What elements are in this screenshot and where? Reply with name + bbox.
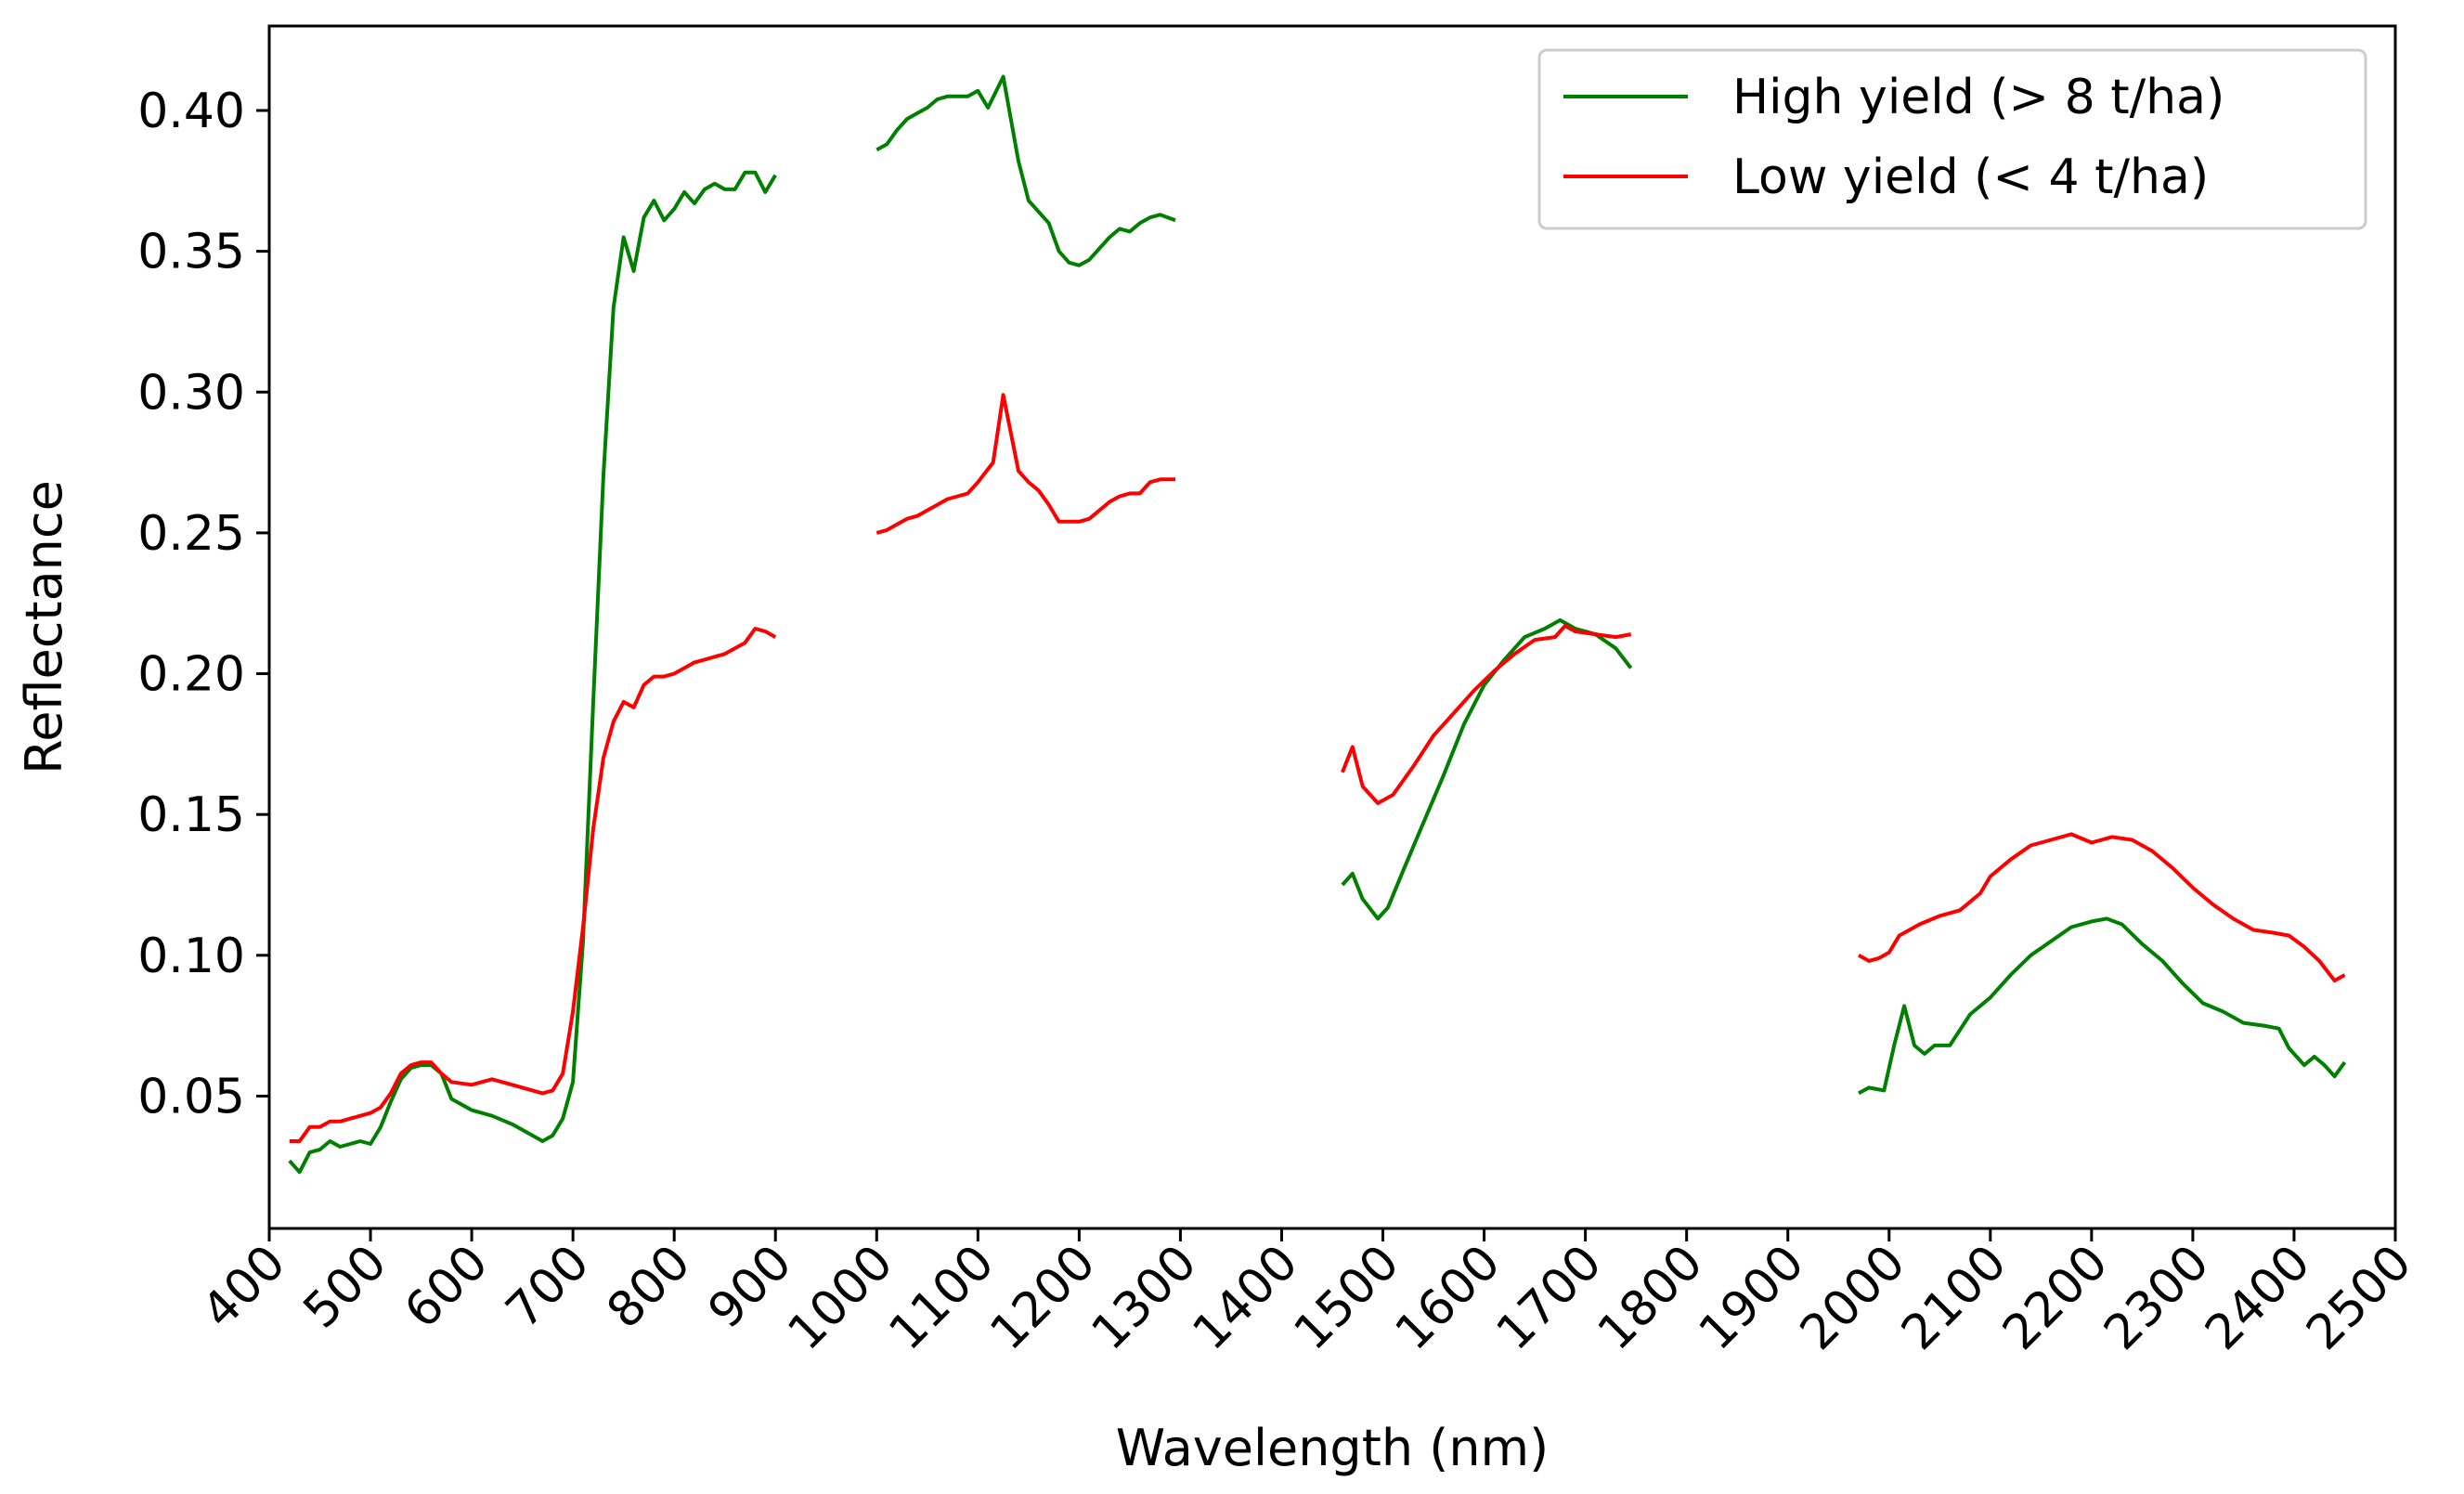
- x-tick-label: 2200: [1992, 1235, 2119, 1361]
- y-tick-label: 0.15: [137, 787, 245, 843]
- legend-label-high-yield: High yield (> 8 t/ha): [1732, 70, 2224, 125]
- x-tick-label: 1800: [1588, 1235, 1714, 1361]
- y-tick-label: 0.05: [137, 1069, 245, 1124]
- x-tick-label: 1400: [1183, 1235, 1309, 1361]
- x-tick-label: 400: [192, 1235, 297, 1340]
- plot-lines: [288, 74, 2347, 1175]
- series-line-high-yield-segment-4: [1858, 916, 2347, 1096]
- legend: High yield (> 8 t/ha) Low yield (< 4 t/h…: [1537, 48, 2367, 230]
- x-tick-label: 700: [496, 1235, 601, 1340]
- x-tick-label: 1300: [1082, 1235, 1208, 1361]
- y-tick-label: 0.25: [137, 506, 245, 562]
- y-axis: 0.05 0.10 0.15 0.20 0.25 0.30 0.35 0.40: [137, 84, 269, 1124]
- series-line-high-yield-segment-2: [875, 74, 1176, 267]
- x-tick-label: 600: [395, 1235, 499, 1340]
- y-tick-label: 0.40: [137, 84, 245, 139]
- legend-label-low-yield: Low yield (< 4 t/ha): [1732, 149, 2209, 205]
- y-tick-label: 0.30: [137, 365, 245, 421]
- y-tick-label: 0.10: [137, 929, 245, 984]
- x-tick-label: 2500: [2296, 1235, 2422, 1361]
- series-line-low-yield-segment-1: [289, 627, 777, 1143]
- x-axis-label: Wavelength (nm): [1116, 1419, 1549, 1477]
- series-line-low-yield-segment-4: [1858, 832, 2346, 983]
- x-tick-label: 1900: [1689, 1235, 1815, 1361]
- x-tick-label: 1500: [1284, 1235, 1410, 1361]
- x-tick-label: 2400: [2195, 1235, 2321, 1361]
- x-tick-label: 500: [293, 1235, 398, 1340]
- x-tick-label: 2100: [1891, 1235, 2017, 1361]
- plot-frame: [267, 24, 2397, 1230]
- y-tick-label: 0.20: [137, 647, 245, 703]
- x-tick-label: 1100: [879, 1235, 1005, 1361]
- x-tick-label: 2000: [1790, 1235, 1916, 1361]
- legend-box: [1537, 48, 2367, 230]
- x-tick-label: 2300: [2094, 1235, 2220, 1361]
- y-axis-label: Reflectance: [15, 480, 73, 774]
- x-tick-label: 1000: [777, 1235, 903, 1361]
- series-line-low-yield-segment-3: [1341, 624, 1632, 805]
- series-line-high-yield-segment-3: [1341, 617, 1633, 921]
- series-line-low-yield-segment-2: [875, 393, 1175, 535]
- series-line-high-yield-segment-1: [288, 170, 777, 1175]
- x-axis: 4005006007008009001000110012001300140015…: [192, 1228, 2422, 1361]
- x-tick-label: 1600: [1385, 1235, 1511, 1361]
- x-tick-label: 1700: [1486, 1235, 1613, 1361]
- x-tick-label: 800: [597, 1235, 702, 1340]
- x-tick-label: 1200: [980, 1235, 1107, 1361]
- y-tick-label: 0.35: [137, 225, 245, 280]
